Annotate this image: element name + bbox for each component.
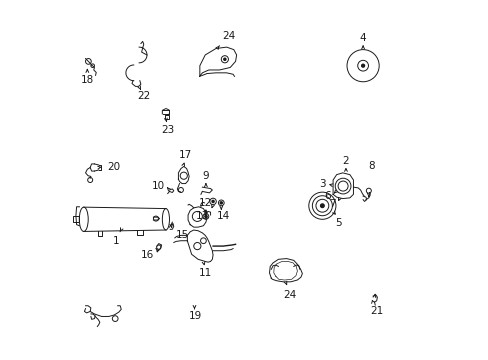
Text: 10: 10 (151, 181, 164, 191)
Text: 9: 9 (202, 171, 209, 181)
Text: 11: 11 (198, 268, 211, 278)
Text: 1: 1 (112, 237, 119, 247)
Text: 14: 14 (216, 211, 229, 221)
Text: 18: 18 (81, 75, 94, 85)
Text: 24: 24 (222, 31, 235, 41)
Text: 16: 16 (141, 250, 154, 260)
Text: 21: 21 (369, 306, 383, 316)
Text: 3: 3 (319, 179, 325, 189)
Text: 24: 24 (283, 290, 296, 300)
Text: 13: 13 (196, 211, 209, 221)
Circle shape (204, 215, 206, 217)
Text: 22: 22 (137, 91, 150, 102)
Text: 19: 19 (188, 311, 202, 321)
Circle shape (320, 204, 324, 207)
Text: 6: 6 (324, 191, 330, 201)
Text: 20: 20 (107, 162, 120, 172)
Text: 7: 7 (328, 199, 335, 208)
Text: 23: 23 (161, 125, 174, 135)
Bar (73, 216, 80, 222)
Text: 8: 8 (367, 161, 374, 171)
Bar (165, 115, 169, 118)
Circle shape (220, 202, 222, 204)
Text: 17: 17 (179, 150, 192, 160)
Text: 4: 4 (359, 33, 366, 43)
Text: 15: 15 (176, 230, 189, 240)
Text: 12: 12 (199, 198, 212, 208)
Text: 2: 2 (342, 156, 348, 166)
Circle shape (361, 64, 364, 67)
Circle shape (212, 201, 214, 203)
Text: 5: 5 (334, 217, 341, 228)
Circle shape (224, 58, 225, 60)
